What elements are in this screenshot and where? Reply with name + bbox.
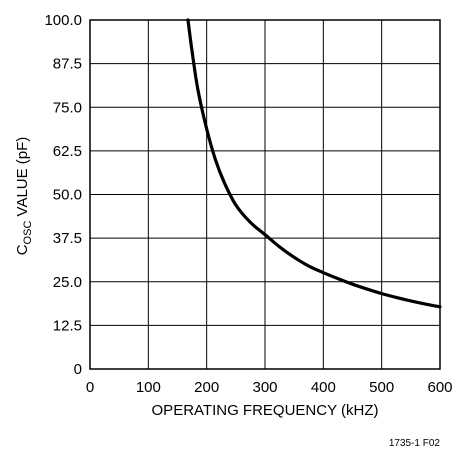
y-tick-label: 100.0 (44, 12, 82, 29)
x-tick-label: 200 (194, 379, 219, 396)
series-line (186, 18, 442, 309)
x-tick-label: 100 (136, 379, 161, 396)
x-tick-label: 600 (427, 379, 452, 396)
y-tick-labels: 0 12.5 25.0 37.5 50.0 62.5 75.0 87.5 100.0 (44, 12, 82, 378)
y-tick-label: 12.5 (53, 317, 82, 334)
x-tick-labels: 0 100 200 300 400 500 600 (86, 379, 453, 396)
y-axis-label-rest: VALUE (pF) (14, 137, 31, 221)
y-tick-label: 25.0 (53, 274, 82, 291)
x-tick-label: 300 (252, 379, 277, 396)
grid (89, 19, 441, 370)
x-axis-label: OPERATING FREQUENCY (kHZ) (152, 402, 379, 419)
y-axis-label: COSC VALUE (pF) (14, 137, 34, 256)
y-tick-label: 0 (74, 361, 82, 378)
y-axis-label-main: C (14, 244, 31, 255)
y-axis-label-subscript: OSC (22, 221, 34, 245)
figure-code: 1735-1 F02 (389, 438, 441, 449)
y-tick-label: 62.5 (53, 143, 82, 160)
x-tick-label: 0 (86, 379, 94, 396)
x-tick-label: 500 (369, 379, 394, 396)
x-tick-label: 400 (311, 379, 336, 396)
y-tick-label: 37.5 (53, 230, 82, 247)
plot-frame (89, 19, 441, 370)
y-tick-label: 75.0 (53, 99, 82, 116)
y-tick-label: 87.5 (53, 56, 82, 73)
y-tick-label: 50.0 (53, 187, 82, 204)
